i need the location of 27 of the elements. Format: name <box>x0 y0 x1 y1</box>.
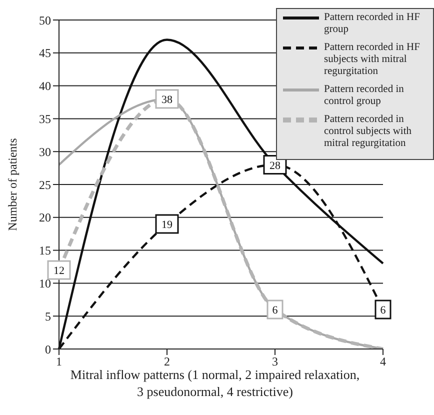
x-tick-label: 4 <box>380 354 386 369</box>
y-tick-label: 15 <box>39 244 51 258</box>
data-label: 12 <box>54 265 64 278</box>
y-axis-title: Number of patients <box>5 138 20 231</box>
y-tick-label: 45 <box>39 46 51 60</box>
legend-label: Pattern recorded in control group <box>324 84 405 108</box>
y-tick-label: 20 <box>39 210 51 225</box>
legend-label: Pattern recorded in HF subjects with mitral regurgitation <box>324 42 421 78</box>
x-tick-label: 2 <box>164 354 170 369</box>
y-tick-label: 30 <box>39 144 51 159</box>
x-tick-label: 3 <box>272 354 278 369</box>
y-tick-label: 10 <box>39 276 51 290</box>
y-tick-label: 40 <box>39 79 51 94</box>
data-label: 6 <box>380 304 386 317</box>
legend-label: Pattern recorded in control subjects with mitral regurgitation <box>324 114 412 150</box>
legend-label: Pattern recorded in HF group <box>324 12 421 36</box>
y-tick-label: 5 <box>45 309 51 324</box>
data-label: 6 <box>272 304 278 317</box>
data-label: 19 <box>162 218 173 231</box>
x-axis-title: Mitral inflow patterns (1 normal, 2 impaired relaxation, 3 pseudonormal, 4 restrictive) <box>70 366 360 400</box>
y-tick-label: 0 <box>45 342 51 356</box>
x-tick-label: 1 <box>56 354 62 369</box>
y-tick-label: 25 <box>39 178 51 192</box>
y-tick-label: 35 <box>39 112 51 126</box>
data-label: 38 <box>162 94 173 106</box>
data-label: 28 <box>270 160 281 172</box>
y-tick-label: 50 <box>39 13 51 28</box>
